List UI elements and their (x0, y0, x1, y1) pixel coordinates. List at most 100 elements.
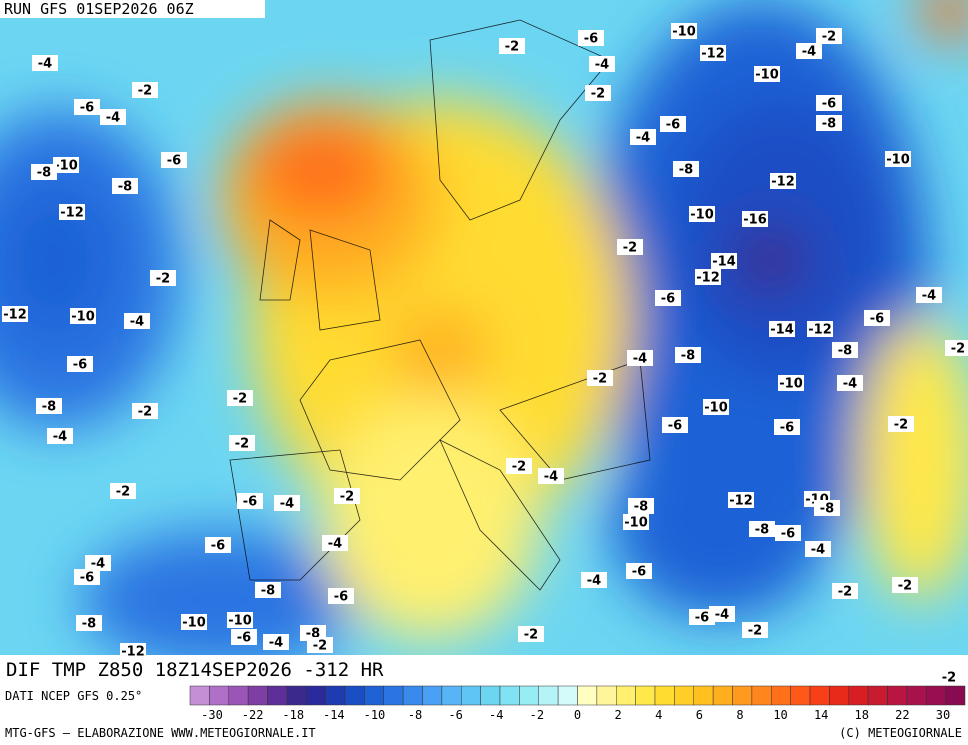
colorbar-swatch (751, 685, 772, 706)
contour-label: -4 (328, 537, 342, 552)
contour-label: -2 (951, 342, 965, 357)
contour-label: -6 (334, 590, 348, 605)
contour-label: -2 (313, 639, 327, 654)
contour-label-box (538, 468, 564, 484)
colorbar-tick-label: 2 (614, 708, 621, 722)
credit-label: MTG-GFS — ELABORAZIONE WWW.METEOGIORNALE… (5, 726, 316, 740)
colorbar-tick-label: -30 (201, 708, 223, 722)
contour-label-box (581, 572, 607, 588)
contour-label: -8 (37, 166, 51, 181)
colorbar-swatch (887, 685, 908, 706)
source-label: DATI NCEP GFS 0.25° (5, 689, 142, 703)
contour-label: -10 (54, 159, 78, 174)
contour-label-box (237, 493, 263, 509)
colorbar-tick-label: -18 (282, 708, 304, 722)
contour-label-box (936, 669, 962, 685)
contour-label-box (892, 577, 918, 593)
contour-label: -2 (898, 579, 912, 594)
contour-label: -2 (942, 671, 956, 686)
colorbar-tick-label: -22 (242, 708, 264, 722)
contour-label-box (832, 583, 858, 599)
colorbar-swatch (247, 685, 268, 706)
contour-label-box (100, 109, 126, 125)
contour-label-box (227, 390, 253, 406)
colorbar-swatch (383, 685, 404, 706)
colorbar-swatch (712, 685, 733, 706)
colorbar-tick-label: 18 (855, 708, 869, 722)
contour-label: -12 (121, 645, 145, 660)
contour-labels: -4-2-6-4-6-10-8-8-12-2-12 -10 -4-6-8 -2-4-2… (2, 23, 968, 686)
contour-label: -12 (60, 206, 84, 221)
contour-label-box (742, 622, 768, 638)
contour-label-box (161, 152, 187, 168)
contour-label: -2 (591, 87, 605, 102)
contour-label: -4 (636, 131, 650, 146)
contour-label-box (255, 582, 281, 598)
contour-label: -2 (623, 241, 637, 256)
contour-label-box (499, 38, 525, 54)
contour-label-box (796, 43, 822, 59)
contour-label: -4 (811, 543, 825, 558)
contour-label-box (67, 356, 93, 372)
contour-label: -6 (237, 631, 251, 646)
colorbar-swatch (441, 685, 462, 706)
contour-label: -10 (704, 401, 728, 416)
colorbar-tick-label: -10 (364, 708, 386, 722)
contour-label-box (589, 56, 615, 72)
contour-label: -10 (228, 614, 252, 629)
contour-label: -6 (822, 97, 836, 112)
colorbar-swatch (286, 685, 307, 706)
contour-label: -8 (118, 180, 132, 195)
contour-label-box (775, 525, 801, 541)
contour-label-box (627, 350, 653, 366)
colorbar-swatch (228, 685, 249, 706)
contour-label: -4 (91, 557, 105, 572)
contour-label-box (816, 28, 842, 44)
contour-label: -4 (633, 352, 647, 367)
contour-label: -4 (843, 377, 857, 392)
colorbar-tick-label: -14 (323, 708, 345, 722)
contour-label: -12 (771, 175, 795, 190)
contour-label-box (807, 321, 833, 337)
colorbar-tick-label: 6 (696, 708, 703, 722)
contour-label-box (181, 614, 207, 630)
contour-label-box (76, 615, 102, 631)
colorbar-tick-label: 10 (773, 708, 787, 722)
contour-label-box (728, 492, 754, 508)
map-field (0, 0, 968, 655)
contour-label-box (662, 417, 688, 433)
contour-label-box (229, 435, 255, 451)
colorbar-swatch (577, 685, 598, 706)
contour-label: -2 (116, 485, 130, 500)
contour-label: -14 (712, 255, 736, 270)
contour-label: -2 (512, 460, 526, 475)
colorbar-swatch (635, 685, 656, 706)
contour-label-box (832, 342, 858, 358)
contour-label: -10 (672, 25, 696, 40)
colorbar-swatch (926, 685, 946, 706)
colorbar-swatch (189, 685, 210, 706)
contour-label-box (322, 535, 348, 551)
contour-label: -2 (894, 418, 908, 433)
contour-label: -4 (587, 574, 601, 589)
contour-label-box (617, 239, 643, 255)
contour-label: -6 (870, 312, 884, 327)
contour-label: -8 (755, 523, 769, 538)
contour-label-box (307, 637, 333, 653)
contour-label-box (628, 498, 654, 514)
contour-label: -2 (156, 272, 170, 287)
contour-label-box (32, 55, 58, 71)
colorbar-swatch (693, 685, 714, 706)
contour-label-box (110, 483, 136, 499)
contour-label-box (805, 541, 831, 557)
contour-label-box (205, 537, 231, 553)
contour-label-box (59, 204, 85, 220)
contour-label: -2 (233, 392, 247, 407)
contour-label-box (31, 164, 57, 180)
colorbar-tick-label: -4 (489, 708, 503, 722)
colorbar-swatch (519, 685, 539, 706)
contour-label-box (711, 253, 737, 269)
contour-label-box (885, 151, 911, 167)
contour-label-box (749, 521, 775, 537)
contour-label-box (227, 612, 253, 628)
